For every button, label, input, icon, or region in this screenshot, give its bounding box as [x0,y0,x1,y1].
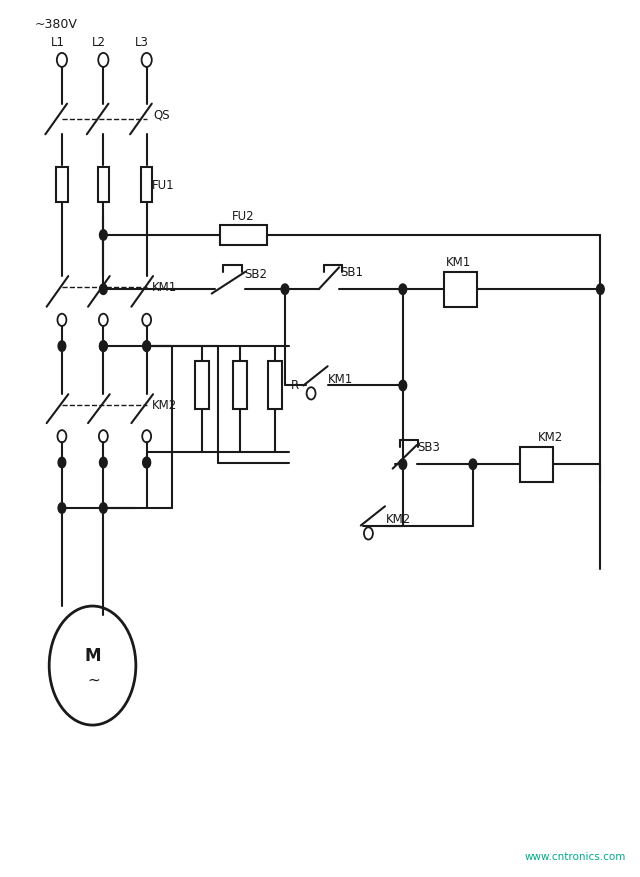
Circle shape [469,460,477,470]
Text: KM1: KM1 [152,281,177,294]
Circle shape [596,285,604,296]
Text: SB2: SB2 [244,267,267,281]
Circle shape [281,285,289,296]
Circle shape [100,503,107,514]
Text: SB1: SB1 [340,266,364,279]
Bar [234,361,247,410]
Bar [98,168,109,203]
Circle shape [399,460,406,470]
Text: FU1: FU1 [152,179,174,191]
Text: KM2: KM2 [538,431,563,443]
Bar [520,447,553,482]
Text: FU2: FU2 [232,210,255,223]
Bar [444,273,477,307]
Text: KM1: KM1 [446,255,472,268]
Bar [220,226,268,246]
Circle shape [100,341,107,352]
Text: L3: L3 [135,36,149,49]
Text: ~: ~ [88,673,100,688]
Circle shape [143,458,150,468]
Text: L1: L1 [51,36,65,49]
Circle shape [143,341,150,352]
Circle shape [143,341,150,352]
Circle shape [100,231,107,241]
Text: M: M [85,646,101,664]
Circle shape [399,381,406,391]
Text: QS: QS [153,109,170,122]
Circle shape [100,285,107,296]
Circle shape [143,458,150,468]
Circle shape [58,341,66,352]
Text: SB3: SB3 [417,441,440,453]
Text: KM2: KM2 [386,512,411,525]
Bar [141,168,152,203]
Text: R: R [291,379,299,392]
Circle shape [58,503,66,514]
Text: KM2: KM2 [152,399,177,412]
Text: ~380V: ~380V [35,18,77,31]
Text: KM1: KM1 [328,373,353,386]
Text: www.cntronics.com: www.cntronics.com [525,852,626,861]
Bar [195,361,209,410]
Circle shape [100,341,107,352]
Circle shape [58,458,66,468]
Circle shape [399,285,406,296]
Bar [268,361,282,410]
Text: L2: L2 [92,36,106,49]
Bar [56,168,68,203]
Circle shape [100,458,107,468]
